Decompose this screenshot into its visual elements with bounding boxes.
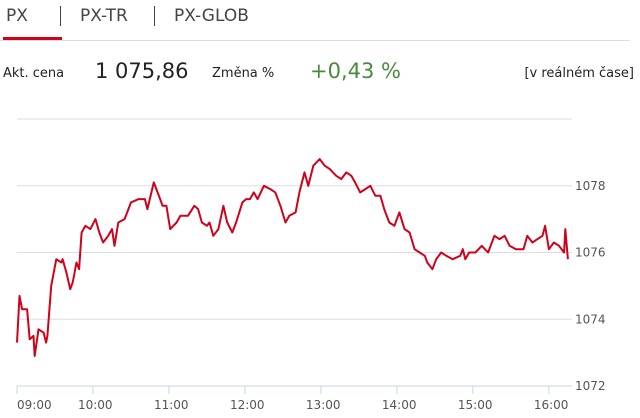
tab-px[interactable]: PX (6, 6, 28, 26)
current-price: 1 075,86 (95, 59, 189, 83)
y-tick-label: 1076 (575, 246, 606, 260)
x-tick-label: 16:00 (534, 398, 569, 412)
tab-px-glob[interactable]: PX-GLOB (174, 6, 249, 26)
tab-divider (60, 6, 61, 26)
quote-row: Akt. cena 1 075,86 Změna % +0,43 % [v re… (0, 58, 634, 86)
tab-divider (154, 6, 155, 26)
change-label: Změna % (212, 66, 275, 81)
y-tick-label: 1074 (575, 312, 606, 326)
x-tick-label: 12:00 (230, 398, 265, 412)
x-tick-label: 15:00 (458, 398, 493, 412)
tab-px-tr[interactable]: PX-TR (80, 6, 128, 26)
y-tick-label: 1078 (575, 179, 606, 193)
x-tick-label: 09:00 (17, 398, 52, 412)
x-tick-label: 13:00 (306, 398, 341, 412)
x-tick-label: 10:00 (78, 398, 113, 412)
index-tabs: PX PX-TR PX-GLOB (0, 0, 630, 41)
active-tab-indicator (3, 37, 62, 40)
x-tick-label: 14:00 (382, 398, 417, 412)
change-percent: +0,43 % (310, 59, 401, 83)
realtime-note: [v reálném čase] (524, 66, 634, 81)
x-tick-label: 11:00 (154, 398, 189, 412)
price-line (16, 158, 569, 357)
price-label: Akt. cena (3, 66, 65, 81)
y-tick-label: 1072 (575, 379, 606, 393)
